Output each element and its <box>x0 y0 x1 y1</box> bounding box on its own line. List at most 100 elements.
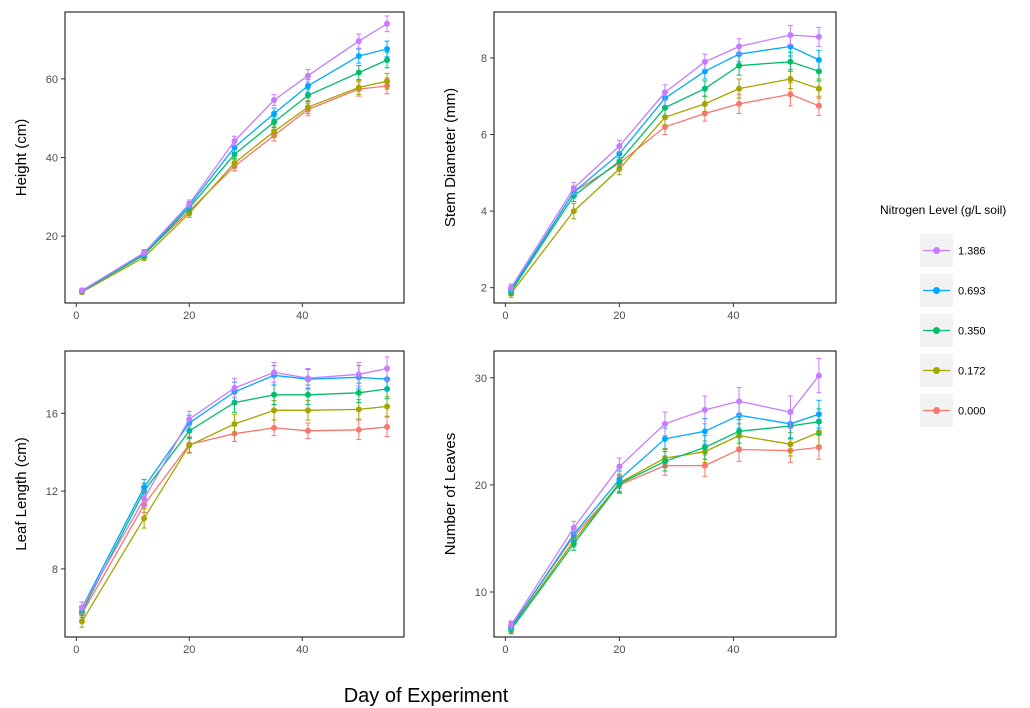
x-tick-label: 40 <box>296 310 308 322</box>
data-point <box>186 416 193 423</box>
data-point <box>701 406 708 413</box>
data-point <box>736 62 743 69</box>
legend-entry: 0.350 <box>920 314 986 347</box>
x-tick-label: 40 <box>296 644 308 656</box>
series-line <box>510 375 820 626</box>
data-point <box>384 45 391 52</box>
legend-entry: 0.172 <box>920 354 986 387</box>
data-point <box>304 375 311 382</box>
data-point <box>662 420 668 427</box>
data-point <box>355 371 362 378</box>
data-point <box>271 391 278 398</box>
series-line <box>81 80 388 293</box>
data-point <box>736 43 743 50</box>
legend-entry: 0.693 <box>920 274 986 307</box>
data-point <box>355 406 362 413</box>
data-point <box>815 372 822 379</box>
data-point <box>355 426 362 433</box>
data-point <box>384 365 391 372</box>
data-point <box>78 287 85 294</box>
data-point <box>815 85 822 92</box>
series-line <box>81 85 388 292</box>
data-point <box>815 33 822 40</box>
data-point <box>787 76 794 83</box>
legend-key-point <box>933 367 940 374</box>
data-point <box>384 78 391 85</box>
x-tick-label: 20 <box>183 310 195 322</box>
series-1.386 <box>508 357 822 631</box>
x-tick-label: 0 <box>502 644 508 656</box>
data-point <box>304 427 311 434</box>
data-point <box>787 409 794 416</box>
legend-label: 1.386 <box>958 246 986 258</box>
y-tick-label: 8 <box>481 53 487 65</box>
series-line <box>510 446 819 627</box>
data-point <box>141 515 148 522</box>
chart-panels: 0 20 40 20 40 60 Height (cm) 0 20 40 2 4 6 8 Stem Diam… <box>13 11 837 656</box>
y-axis-title: Number of Leaves <box>442 433 459 556</box>
data-point <box>662 435 668 442</box>
series-line <box>510 45 820 290</box>
panel-4: 0 20 40 10 20 30 Number of Leaves <box>442 350 837 656</box>
legend-label: 0.000 <box>958 406 986 418</box>
data-point <box>384 423 391 430</box>
y-tick-label: 8 <box>52 564 58 576</box>
data-point <box>186 200 193 207</box>
data-point <box>384 403 391 410</box>
y-tick-label: 2 <box>481 283 487 295</box>
data-point <box>508 622 515 629</box>
data-point <box>701 444 708 451</box>
data-point <box>787 441 794 448</box>
legend-key-point <box>933 407 940 414</box>
data-point <box>271 407 278 414</box>
data-point <box>271 110 278 117</box>
data-point <box>736 398 743 405</box>
data-point <box>231 160 238 167</box>
data-point <box>231 137 238 144</box>
y-tick-label: 10 <box>475 587 487 599</box>
data-point <box>304 407 311 414</box>
x-tick-label: 20 <box>613 310 625 322</box>
data-point <box>271 97 278 104</box>
data-point <box>384 20 391 27</box>
series-line <box>81 374 388 609</box>
data-point <box>701 100 708 107</box>
y-tick-label: 12 <box>46 486 58 498</box>
x-tick-label: 20 <box>613 644 625 656</box>
data-point <box>736 446 743 453</box>
data-point <box>384 56 391 63</box>
data-point <box>231 384 238 391</box>
panel-1: 0 20 40 20 40 60 Height (cm) <box>13 11 405 322</box>
data-point <box>231 420 238 427</box>
data-point <box>355 53 362 60</box>
series-line <box>510 78 820 294</box>
series-line <box>81 59 388 292</box>
data-point <box>355 389 362 396</box>
data-point <box>815 102 822 109</box>
data-point <box>355 38 362 45</box>
data-point <box>570 524 577 531</box>
series-line <box>510 61 820 292</box>
data-point <box>701 85 708 92</box>
data-point <box>662 89 668 96</box>
legend-label: 0.350 <box>958 326 986 338</box>
series-0.000 <box>78 77 391 295</box>
y-axis-title: Height (cm) <box>13 119 30 197</box>
x-tick-label: 0 <box>73 644 79 656</box>
data-point <box>304 82 311 89</box>
data-point <box>141 484 148 491</box>
data-point <box>271 128 278 135</box>
legend: Nitrogen Level (g/L soil) 1.386 0.693 0.35… <box>880 203 1006 427</box>
panel-frame <box>493 350 837 638</box>
data-point <box>570 208 577 215</box>
data-point <box>815 411 822 418</box>
series-1.386 <box>78 356 391 615</box>
data-point <box>570 185 577 192</box>
data-point <box>616 476 623 483</box>
data-point <box>141 495 148 502</box>
series-line <box>510 93 820 292</box>
data-point <box>736 85 743 92</box>
panel-frame <box>64 350 405 638</box>
legend-entry: 0.000 <box>920 394 986 427</box>
x-tick-label: 20 <box>183 644 195 656</box>
